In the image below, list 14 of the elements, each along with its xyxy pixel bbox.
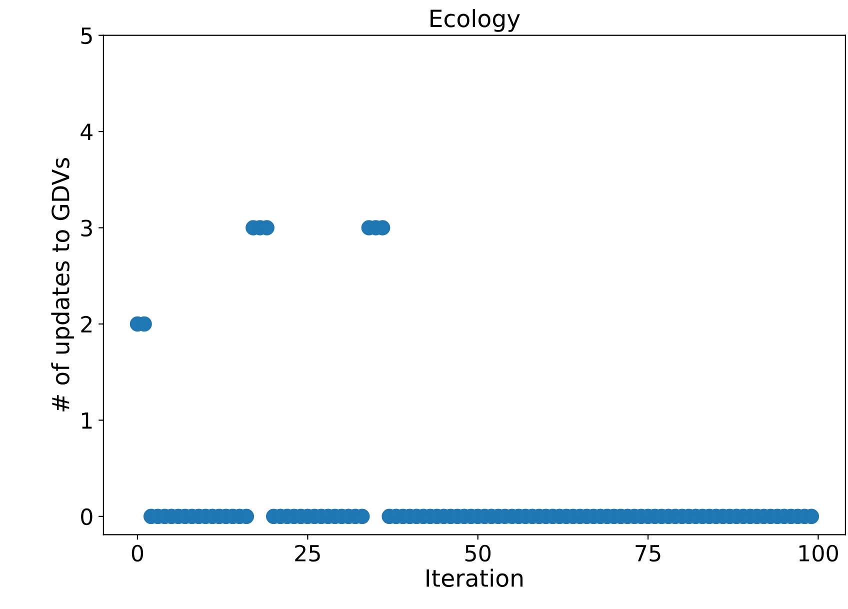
y-tick-label: 1	[82, 412, 92, 429]
x-tick-label: 100	[799, 544, 838, 562]
x-tick-label: 25	[295, 544, 320, 562]
x-tick-label: 0	[132, 544, 144, 562]
y-tick-label: 4	[80, 124, 92, 140]
y-tick-label: 2	[81, 316, 92, 332]
y-axis-title: # of updates to GDVs	[51, 158, 74, 412]
x-tick-label: 75	[636, 545, 660, 562]
y-tick-label: 5	[81, 28, 92, 44]
chart-title: Ecology	[430, 9, 520, 32]
y-tick-label: 3	[81, 220, 92, 237]
x-tick-label: 50	[465, 544, 491, 562]
x-axis-title: Iteration	[426, 568, 523, 587]
y-tick-label: 0	[81, 508, 92, 526]
